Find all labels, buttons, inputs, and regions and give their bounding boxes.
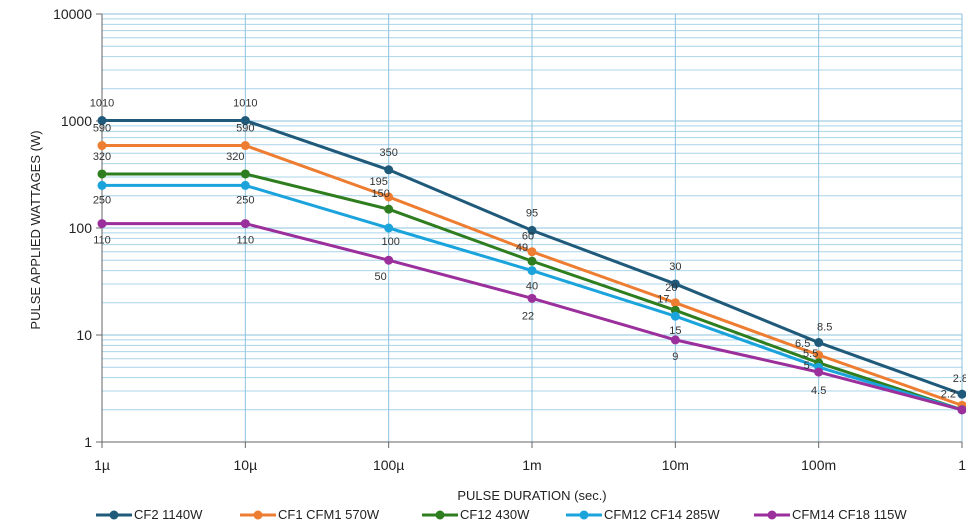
data-point (98, 219, 107, 228)
data-label: 590 (236, 123, 254, 135)
legend-marker (436, 511, 445, 520)
legend-label: CF1 CFM1 570W (278, 507, 380, 522)
legend: CF2 1140W CF1 CFM1 570W CF12 430W CFM12 CF1… (96, 507, 907, 522)
data-label: 22 (522, 310, 534, 322)
y-axis-title: PULSE APPLIED WATTAGES (W) (28, 130, 43, 329)
data-point (384, 256, 393, 265)
x-tick-label: 1µ (94, 457, 110, 473)
legend-marker (110, 511, 119, 520)
data-label: 320 (226, 151, 244, 163)
data-point (98, 141, 107, 150)
x-tick-label: 10µ (234, 457, 258, 473)
y-tick-label: 10 (76, 327, 92, 343)
data-label: 100 (381, 236, 399, 248)
data-point (528, 257, 537, 266)
data-label: 8.5 (817, 322, 832, 334)
data-point (241, 181, 250, 190)
legend-label: CFM14 CF18 115W (792, 507, 907, 522)
x-tick-label: 10m (662, 457, 689, 473)
legend-marker (254, 511, 263, 520)
data-point (241, 219, 250, 228)
data-label: 110 (237, 235, 255, 247)
data-point (528, 266, 537, 275)
data-label: 4.5 (811, 385, 826, 397)
data-point (671, 312, 680, 321)
legend-label: CFM12 CF14 285W (604, 507, 720, 522)
data-label: 9 (672, 351, 678, 363)
x-tick-label: 100m (801, 457, 836, 473)
data-label: 15 (669, 325, 681, 337)
data-label: 17 (657, 293, 669, 305)
data-label: 350 (379, 147, 397, 159)
data-label: 5.5 (803, 348, 818, 360)
data-label: 2.8 (953, 373, 966, 385)
y-tick-label: 100 (69, 220, 93, 236)
data-point (814, 368, 823, 377)
data-label: 95 (526, 207, 538, 219)
data-label: 50 (375, 271, 387, 283)
data-point (528, 247, 537, 256)
data-point (98, 181, 107, 190)
data-label: 40 (526, 281, 538, 293)
data-label: 320 (93, 151, 111, 163)
y-tick-label: 1 (84, 434, 92, 450)
x-tick-label: 100µ (373, 457, 404, 473)
x-tick-label: 1m (522, 457, 541, 473)
data-label: 590 (93, 123, 111, 135)
data-point (384, 224, 393, 233)
data-label: 20 (665, 282, 677, 294)
y-tick-label: 1000 (61, 113, 92, 129)
legend-label: CF2 1140W (134, 507, 203, 522)
data-label: 250 (236, 194, 254, 206)
data-point (241, 141, 250, 150)
data-label: 195 (369, 176, 387, 188)
data-point (241, 169, 250, 178)
data-point (98, 169, 107, 178)
legend-marker (768, 511, 777, 520)
data-label: 1010 (233, 98, 257, 110)
y-tick-label: 10000 (53, 6, 92, 22)
data-label: 60 (522, 231, 534, 243)
legend-label: CF12 430W (460, 507, 530, 522)
data-point (384, 205, 393, 214)
x-axis-title: PULSE DURATION (sec.) (457, 488, 606, 503)
data-label: 49 (516, 242, 528, 254)
data-point (814, 338, 823, 347)
x-tick-label: 1 (958, 457, 966, 473)
data-label: 110 (93, 235, 111, 247)
data-point (384, 165, 393, 174)
data-label: 250 (93, 194, 111, 206)
data-label: 5 (804, 360, 810, 372)
data-point (528, 294, 537, 303)
data-label: 150 (371, 188, 389, 200)
data-label: 2.2 (941, 388, 956, 400)
data-label: 1010 (90, 98, 114, 110)
data-label: 30 (669, 261, 681, 273)
legend-marker (580, 511, 589, 520)
